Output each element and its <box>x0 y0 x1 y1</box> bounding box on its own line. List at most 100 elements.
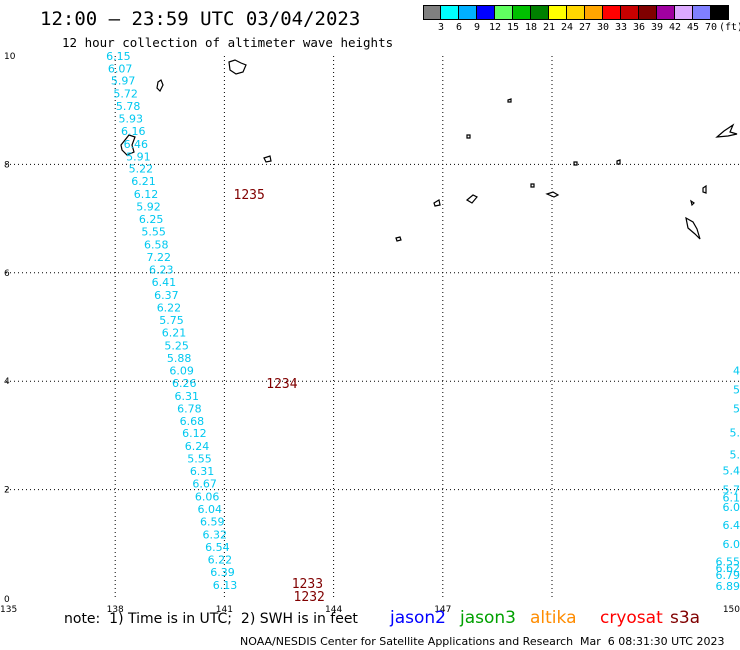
island-outline <box>690 199 695 207</box>
island-outline <box>156 79 164 93</box>
legend-frame <box>423 5 729 20</box>
legend-label: 9 <box>473 22 481 33</box>
satellite-legend-item: jason2 <box>390 608 446 628</box>
island-outlines <box>120 59 738 242</box>
pass-time-label: 1234 <box>266 377 297 392</box>
island-outline <box>507 98 512 103</box>
island-outline <box>228 59 247 75</box>
island-outline <box>120 134 136 156</box>
swh-value-label: 5.55 <box>187 453 212 466</box>
legend-swatch <box>675 5 693 20</box>
swh-value-label: 5.93 <box>118 112 143 125</box>
lat-tick-label: 0 <box>4 595 10 605</box>
lat-tick-label: 6 <box>4 269 10 279</box>
island-outline <box>465 194 478 204</box>
edge-swh-value-label: 6.1 <box>723 492 740 505</box>
legend-swatch <box>477 5 495 20</box>
swh-value-label: 5.97 <box>111 74 136 87</box>
island-outline <box>545 191 560 198</box>
swh-value-label: 6.68 <box>180 415 205 428</box>
swh-value-label: 6.21 <box>131 175 156 188</box>
edge-swh-value-label: 6.62 <box>716 562 740 575</box>
legend-label: 27 <box>578 22 592 33</box>
legend-label: 39 <box>650 22 664 33</box>
legend-label: 12 <box>488 22 502 33</box>
swh-value-label: 5.22 <box>129 163 154 176</box>
island-outline <box>263 155 272 163</box>
island-outline <box>685 216 701 240</box>
swh-value-label: 6.25 <box>139 213 164 226</box>
pass-time-label: 1235 <box>234 188 265 203</box>
edge-swh-value-label: 6.79 <box>716 569 740 582</box>
satellite-legend-item: s3a <box>670 608 701 628</box>
lon-tick-label: 150 <box>723 605 740 615</box>
legend-swatch <box>603 5 621 20</box>
swh-value-label: 6.15 <box>106 50 131 63</box>
footer-note: note: 1) Time is in UTC; 2) SWH is in fe… <box>64 611 358 627</box>
swh-value-label: 6.13 <box>213 579 238 592</box>
legend-label: 42 <box>668 22 682 33</box>
legend-swatch <box>495 5 513 20</box>
edge-swh-value-label: 6.0 <box>723 538 740 551</box>
lon-tick-label: 141 <box>216 605 233 615</box>
swh-value-label: 6.46 <box>124 138 148 151</box>
legend-label: 36 <box>632 22 646 33</box>
satellite-legend-item: cryosat <box>600 608 663 628</box>
credit-line: NOAA/NESDIS Center for Satellite Applica… <box>240 635 574 648</box>
swh-value-label: 6.59 <box>200 516 225 529</box>
island-outline <box>433 199 441 207</box>
swh-value-label: 5.91 <box>126 150 150 163</box>
swh-labels: 6.156.075.975.725.785.936.166.465.915.22… <box>106 50 237 592</box>
swh-value-label: 6.22 <box>208 554 233 567</box>
swh-value-label: 5.55 <box>141 226 166 239</box>
map-title: 12:00 – 23:59 UTC 03/04/2023 <box>40 8 361 30</box>
swh-value-label: 6.24 <box>185 440 210 453</box>
lon-tick-label: 144 <box>325 605 342 615</box>
legend-swatch <box>639 5 657 20</box>
legend-label: 24 <box>560 22 574 33</box>
island-outline <box>573 161 578 166</box>
swh-value-label: 6.26 <box>172 377 197 390</box>
swh-value-label: 6.67 <box>192 478 217 491</box>
swh-value-label: 6.23 <box>149 264 174 277</box>
swh-value-label: 6.07 <box>108 62 133 75</box>
island-outline <box>616 159 621 165</box>
swh-value-label: 6.06 <box>195 491 220 504</box>
swh-value-label: 6.39 <box>210 566 235 579</box>
island-outline <box>702 184 707 194</box>
legend-label: 45 <box>686 22 700 33</box>
edge-swh-value-label: 5.7 <box>723 484 740 497</box>
legend-swatch <box>531 5 549 20</box>
legend-swatch <box>549 5 567 20</box>
edge-swh-value-label: 5 <box>733 383 740 396</box>
swh-value-label: 5.92 <box>136 201 161 214</box>
legend-swatch <box>693 5 711 20</box>
lon-tick-label: 135 <box>0 605 17 615</box>
swh-value-label: 6.22 <box>157 301 182 314</box>
legend-label: 18 <box>524 22 538 33</box>
legend-label: 3 <box>437 22 445 33</box>
swh-value-label: 6.78 <box>177 402 202 415</box>
legend-swatch <box>657 5 675 20</box>
lon-tick-label: 147 <box>434 605 451 615</box>
swh-value-label: 7.22 <box>147 251 172 264</box>
swh-value-label: 6.04 <box>197 503 222 516</box>
legend-swatch <box>459 5 477 20</box>
swh-value-label: 6.12 <box>182 427 207 440</box>
edge-swh-value-label: 5. <box>730 427 740 440</box>
swh-value-label: 6.54 <box>205 541 230 554</box>
legend-swatch <box>621 5 639 20</box>
swh-value-label: 6.12 <box>134 188 159 201</box>
island-outline <box>466 134 471 139</box>
island-outline <box>530 183 535 188</box>
generation-timestamp: Mar 6 08:31:30 UTC 2023 <box>580 635 725 648</box>
graticule <box>6 56 740 598</box>
lat-tick-label: 10 <box>4 52 16 62</box>
swh-value-label: 5.25 <box>164 339 189 352</box>
edge-swh-value-label: 5. <box>730 448 740 461</box>
edge-swh-value-label: 4 <box>733 364 740 377</box>
swh-value-label: 6.09 <box>169 364 194 377</box>
island-outline <box>395 236 402 242</box>
swh-value-label: 6.41 <box>152 276 177 289</box>
